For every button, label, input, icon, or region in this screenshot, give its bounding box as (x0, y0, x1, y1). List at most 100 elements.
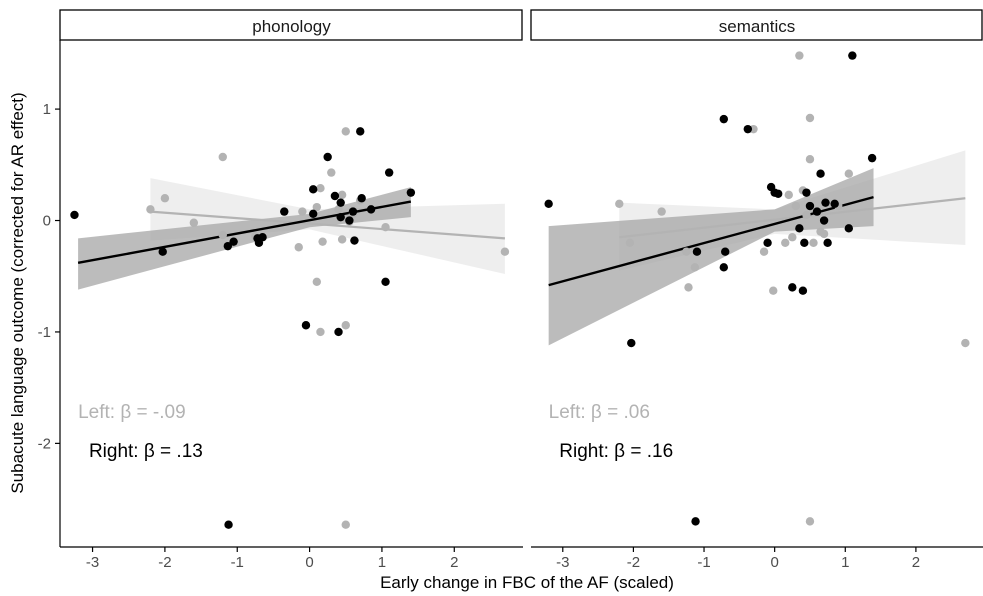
facet-strip (530, 9, 983, 41)
confidence-band-right (78, 187, 411, 290)
annotation-left-beta: Left: β = .06 (549, 402, 650, 423)
data-point-left (294, 243, 303, 252)
data-point-right (350, 236, 359, 245)
data-point-right (830, 199, 839, 208)
data-point-right (280, 207, 289, 216)
data-point-right (309, 209, 318, 219)
facet-strip (59, 9, 523, 41)
data-point-left (769, 286, 778, 295)
data-point-right (334, 327, 343, 337)
data-point-left (819, 229, 829, 239)
data-point-right (795, 224, 804, 233)
data-point-right (406, 188, 416, 197)
data-point-right (844, 224, 854, 233)
data-point-left (781, 238, 790, 247)
data-point-left (684, 283, 693, 292)
data-point-right (223, 241, 233, 251)
data-point-left (146, 205, 155, 214)
y-axis: -2 -1 0 1 (38, 40, 61, 547)
data-point-right (721, 247, 730, 256)
data-point-left (784, 190, 793, 200)
panel-semantics: semantics -3 -2 -1 0 1 2 Left: β = .06 Right: β … (530, 9, 983, 571)
data-point-right (381, 277, 390, 286)
data-point-right (158, 247, 167, 256)
data-point-right (336, 212, 345, 222)
data-point-left (657, 207, 666, 216)
data-point-left (318, 237, 327, 246)
data-point-left (218, 152, 227, 162)
data-point-left (316, 184, 325, 193)
data-point-left (682, 247, 691, 256)
data-point-left (381, 223, 390, 232)
confidence-band-right (548, 168, 874, 346)
data-point-right (823, 238, 832, 247)
data-point-right (805, 201, 815, 211)
data-point-right (627, 338, 636, 348)
data-point-left (690, 263, 700, 272)
data-point-left (809, 238, 818, 247)
data-point-right (301, 321, 311, 330)
data-point-right (348, 207, 358, 216)
data-point-left (759, 247, 769, 256)
y-axis-title: Subacute language outcome (corrected for… (8, 92, 27, 493)
data-point-right (800, 238, 809, 247)
data-point-right (798, 286, 808, 295)
data-point-left (961, 338, 970, 348)
data-point-right (330, 191, 340, 201)
data-point-right (867, 153, 877, 163)
x-tick-label: -1 (231, 554, 244, 571)
data-point-right (802, 188, 811, 197)
facet-strip-label: phonology (252, 17, 331, 36)
x-tick-label: 1 (841, 554, 849, 571)
data-point-left (312, 202, 322, 212)
data-point-right (309, 185, 318, 194)
data-point-left (802, 210, 811, 220)
data-point-right (763, 238, 772, 247)
data-point-right (821, 198, 830, 207)
data-point-right (384, 168, 394, 177)
data-point-right (788, 283, 797, 292)
data-point-left (795, 51, 804, 60)
y-tick-label: 1 (43, 101, 51, 118)
data-point-right (323, 152, 332, 162)
data-point-left (312, 277, 322, 286)
x-tick-label: 2 (912, 554, 920, 571)
x-tick-label: 0 (770, 554, 778, 571)
data-point-right (229, 237, 238, 246)
data-point-right (70, 210, 79, 220)
data-point-left (844, 169, 854, 178)
data-point-right (743, 124, 753, 134)
data-point-left (805, 155, 815, 164)
data-point-right (819, 216, 829, 225)
annotation-right-beta: Right: β = .16 (559, 441, 673, 462)
data-point-right (544, 199, 553, 208)
panel-phonology: phonology -3 -2 -1 0 1 2 Left: β = -.09 Right: β… (59, 9, 523, 571)
annotation-right-beta: Right: β = .13 (89, 441, 203, 462)
data-point-left (337, 235, 347, 244)
regression-line-left (150, 210, 505, 240)
data-point-left (189, 218, 199, 227)
data-point-left (218, 230, 227, 240)
y-tick-label: -1 (38, 324, 51, 341)
data-point-right (848, 51, 857, 60)
data-point-right (366, 205, 376, 214)
data-point-left (805, 113, 815, 123)
data-point-left (625, 238, 635, 247)
data-point-left (805, 517, 815, 526)
data-point-left (788, 233, 797, 242)
x-axis-title: Early change in FBC of the AF (scaled) (380, 573, 674, 592)
x-tick-label: -1 (697, 554, 710, 571)
data-point-right (345, 216, 354, 225)
data-point-right (691, 517, 700, 526)
x-tick-label: -2 (158, 554, 171, 571)
x-tick-label: 1 (378, 554, 386, 571)
x-tick-label: 2 (450, 554, 458, 571)
chart-panels: phonology -3 -2 -1 0 1 2 Left: β = -.09 Right: β… (59, 9, 983, 571)
data-point-right (812, 207, 822, 216)
confidence-band-left (150, 178, 505, 274)
data-point-left (615, 199, 624, 208)
data-point-left (337, 190, 347, 200)
data-point-left (791, 201, 801, 211)
data-point-left (334, 205, 343, 214)
